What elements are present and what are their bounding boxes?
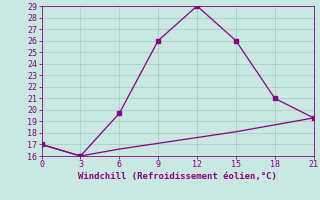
X-axis label: Windchill (Refroidissement éolien,°C): Windchill (Refroidissement éolien,°C) [78, 172, 277, 181]
